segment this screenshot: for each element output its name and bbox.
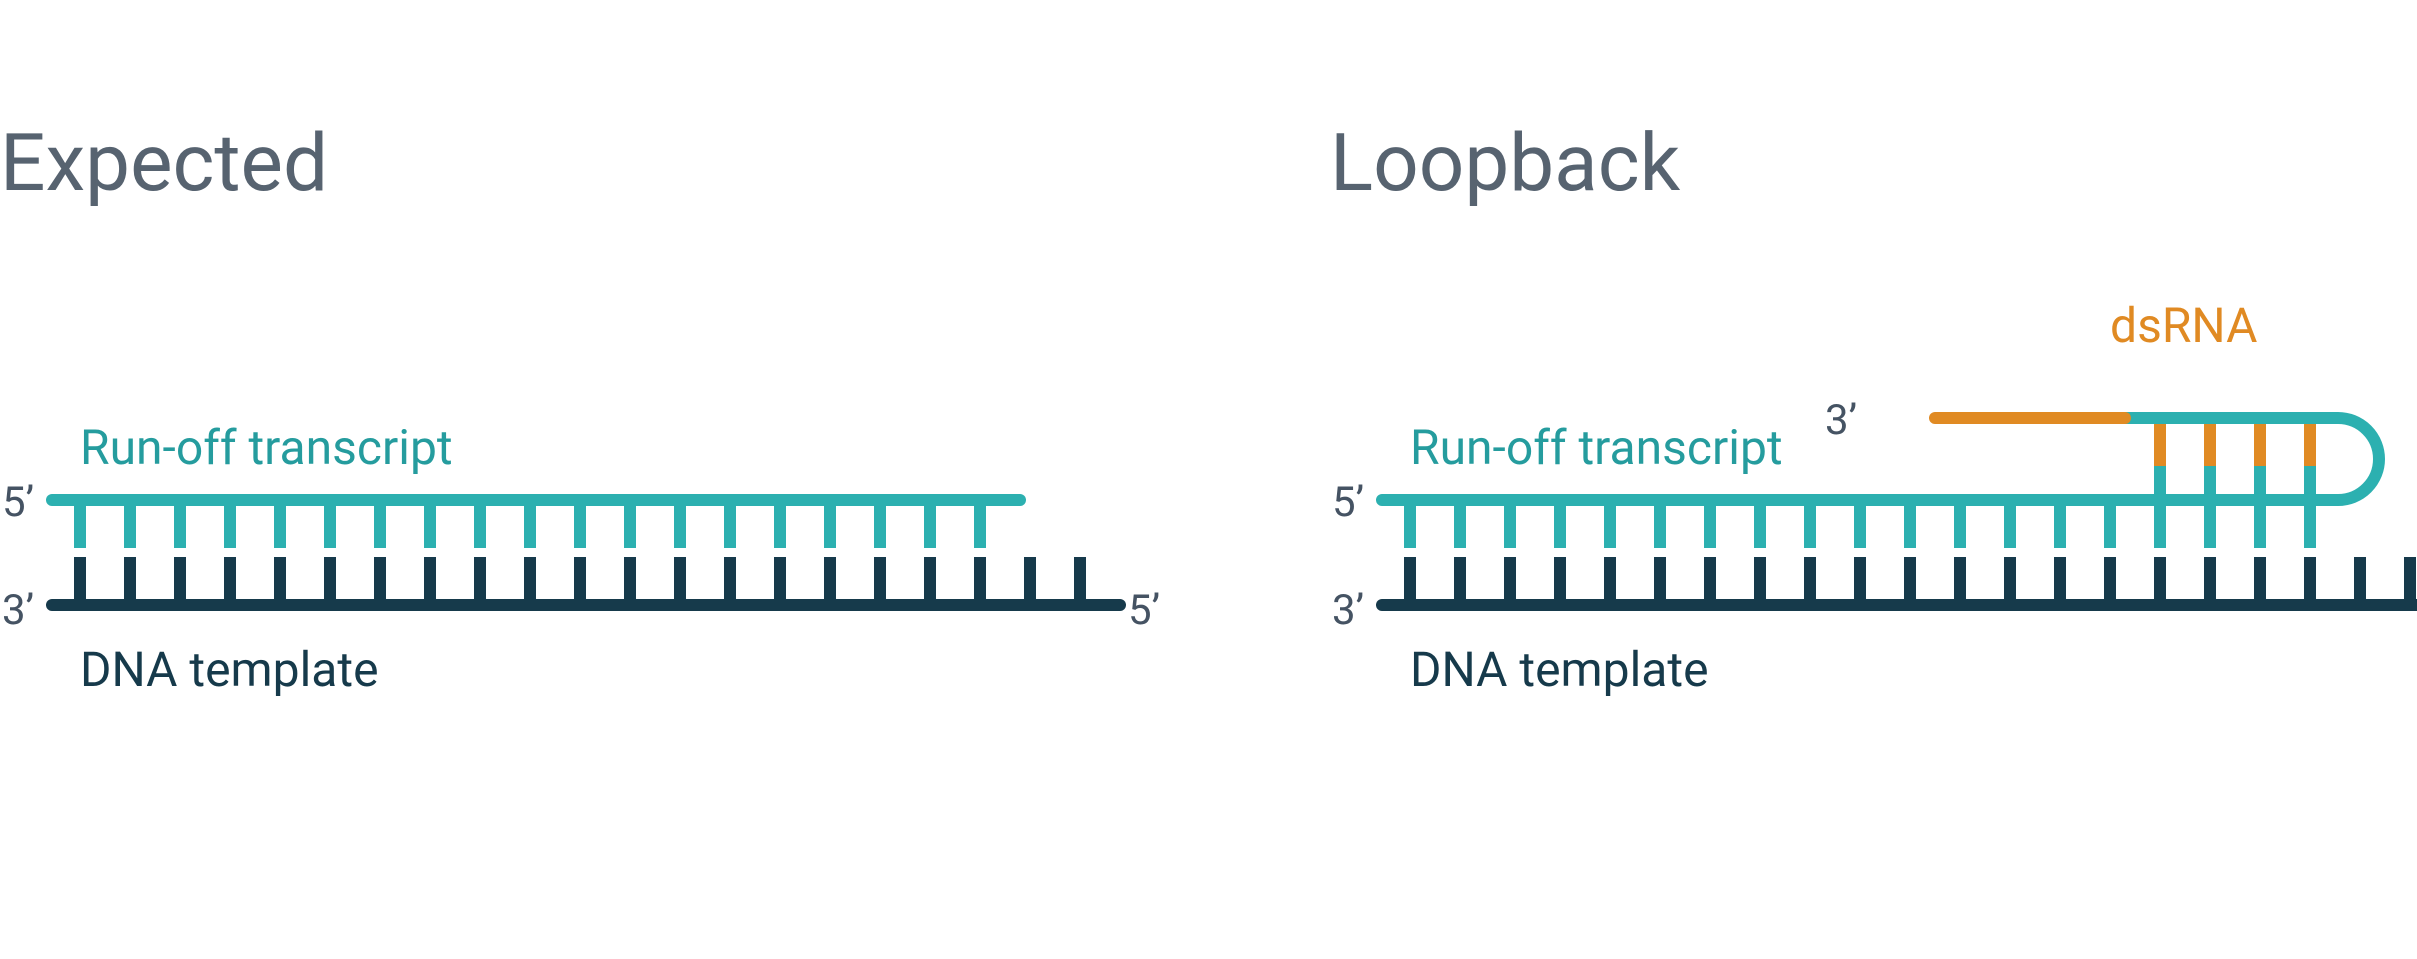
runoff-label: Run-off transcript [1410,419,1783,476]
diagram-svg: Expected Run-off transcript DNA template 5’… [0,0,2417,959]
dsrna-label: dsRNA [2110,297,2257,354]
end-5-dna-right: 5’ [1128,586,1160,635]
runoff-label: Run-off transcript [80,419,453,476]
dna-label: DNA template [1410,641,1709,698]
end-3-dna: 3’ [2,586,34,635]
end-3-dna: 3’ [1332,586,1364,635]
expected-panel: Expected Run-off transcript DNA template 5’… [0,116,1160,698]
end-5-rna: 5’ [1332,478,1364,527]
title-loopback: Loopback [1330,116,1681,210]
dna-label: DNA template [80,641,379,698]
loopback-panel: Loopback Run-off transcript DNA template ds… [1330,116,2417,698]
end-5-rna: 5’ [2,478,34,527]
diagram-root: Expected Run-off transcript DNA template 5’… [0,0,2417,959]
end-3-dsrna: 3’ [1825,396,1857,445]
title-expected: Expected [0,116,328,210]
